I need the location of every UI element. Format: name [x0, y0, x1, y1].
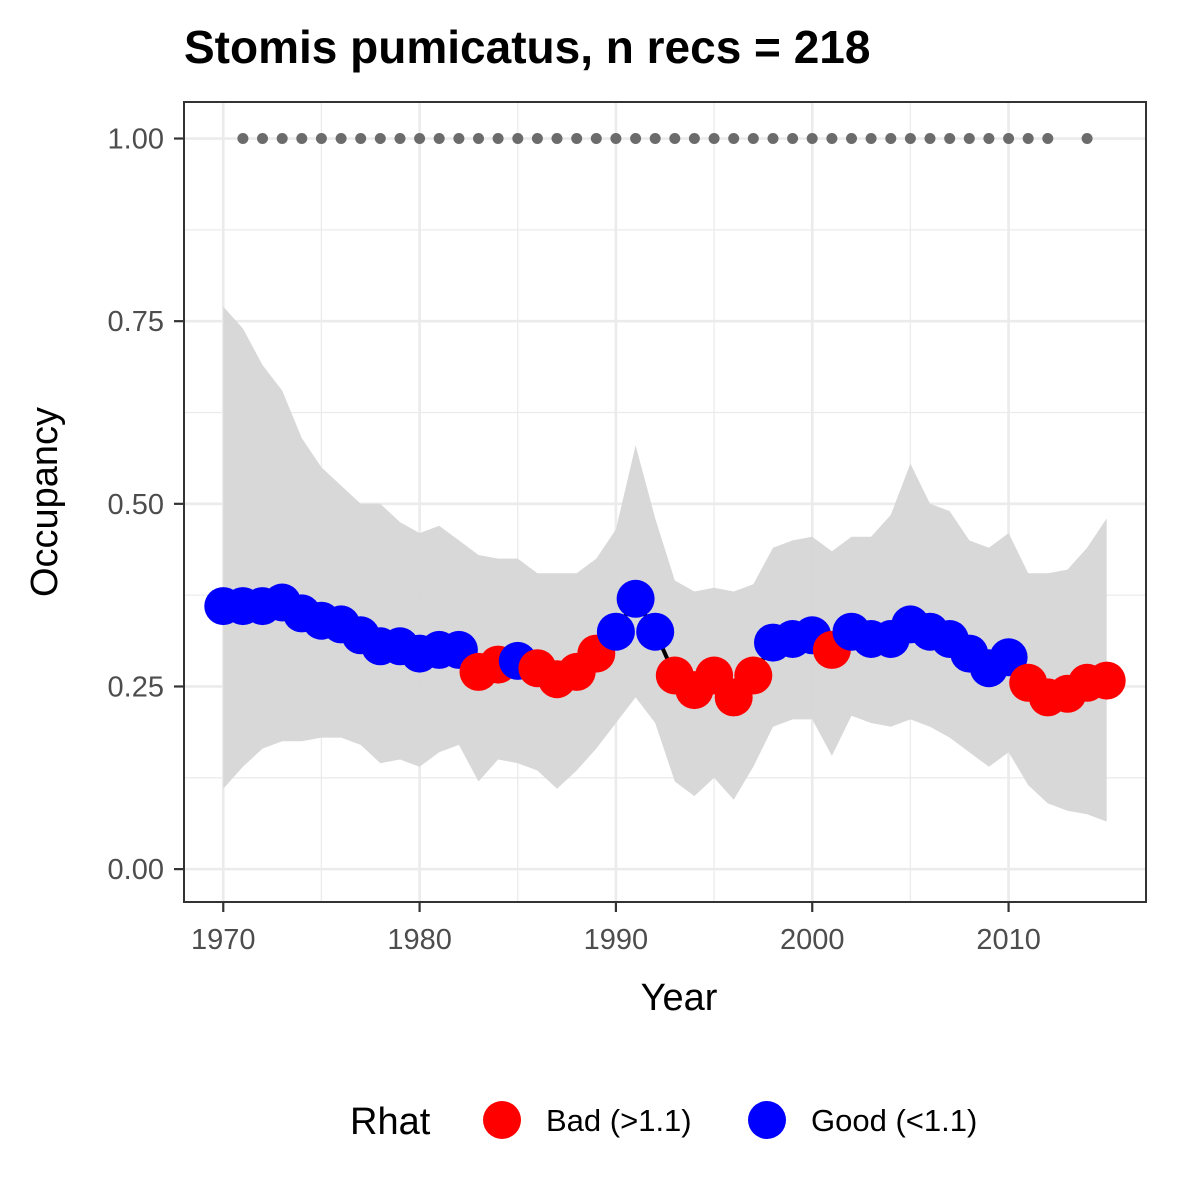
- record-dot: [728, 133, 740, 144]
- occupancy-point-bad: [734, 656, 773, 695]
- occupancy-point-good: [636, 612, 675, 651]
- confidence-ribbon: [223, 306, 1107, 822]
- record-dot: [276, 133, 288, 144]
- record-dot: [1022, 133, 1034, 144]
- y-tick-label: 0.75: [108, 306, 164, 338]
- record-dot: [747, 133, 759, 144]
- record-dot: [846, 133, 857, 144]
- record-dot: [649, 133, 661, 144]
- record-dot: [826, 133, 838, 144]
- record-dot: [531, 133, 543, 144]
- y-tick-label: 0.00: [108, 854, 164, 886]
- legend-key-good: [748, 1101, 786, 1139]
- x-axis: 1970 1980 1990 2000 2010: [191, 902, 1041, 956]
- record-dot: [787, 133, 799, 144]
- y-axis: 0.00 0.25 0.50 0.75 1.00: [108, 124, 184, 886]
- y-tick-label: 0.25: [108, 671, 164, 703]
- record-dot: [335, 133, 347, 144]
- record-dot: [453, 133, 465, 144]
- record-dot: [590, 133, 602, 144]
- x-tick-label: 2000: [780, 924, 845, 956]
- record-dot: [806, 133, 818, 144]
- legend-title: Rhat: [350, 1101, 431, 1143]
- record-dot: [1003, 133, 1015, 144]
- record-dot: [237, 133, 249, 144]
- record-dot: [257, 133, 268, 144]
- record-dot: [904, 133, 916, 144]
- record-dot: [315, 133, 327, 144]
- record-dot: [512, 133, 524, 144]
- record-dot: [963, 133, 975, 144]
- record-dot: [394, 133, 406, 144]
- y-tick-label: 1.00: [108, 124, 164, 156]
- legend-label-bad: Bad (>1.1): [546, 1103, 692, 1138]
- record-dot: [296, 133, 308, 144]
- record-dot: [571, 133, 583, 144]
- legend: Rhat Bad (>1.1) Good (<1.1): [350, 1101, 977, 1143]
- x-tick-label: 1990: [584, 924, 649, 956]
- plot-panel-border: [183, 101, 1147, 903]
- chart-title: Stomis pumicatus, n recs = 218: [184, 21, 870, 73]
- occupancy-point-good: [616, 579, 655, 618]
- record-dot: [944, 133, 956, 144]
- legend-label-good: Good (<1.1): [811, 1103, 977, 1138]
- record-dot: [865, 133, 877, 144]
- record-dot: [1081, 133, 1093, 144]
- record-dot: [414, 133, 426, 144]
- record-dot: [355, 133, 367, 144]
- x-tick-label: 1980: [387, 924, 452, 956]
- x-tick-label: 1970: [191, 924, 256, 956]
- record-dot: [630, 133, 642, 144]
- record-dot: [767, 133, 779, 144]
- occupancy-point-good: [596, 612, 635, 651]
- record-dot: [610, 133, 622, 144]
- record-dot: [492, 133, 504, 144]
- record-dot: [924, 133, 936, 144]
- y-tick-label: 0.50: [108, 489, 164, 521]
- ci-ribbon: [223, 306, 1107, 822]
- y-axis-title: Occupancy: [24, 407, 66, 597]
- x-axis-title: Year: [641, 977, 718, 1019]
- record-dot: [669, 133, 681, 144]
- record-dot: [1042, 133, 1054, 144]
- occupancy-point-bad: [1087, 661, 1126, 700]
- legend-key-bad: [483, 1101, 521, 1139]
- record-dot: [551, 133, 563, 144]
- record-dot: [885, 133, 897, 144]
- record-dot: [473, 133, 484, 144]
- record-dot: [708, 133, 720, 144]
- record-dot: [983, 133, 995, 144]
- occupancy-points: [204, 579, 1126, 717]
- record-dot: [374, 133, 386, 144]
- x-tick-label: 2010: [976, 924, 1041, 956]
- record-dot: [688, 133, 700, 144]
- record-dot: [433, 133, 445, 144]
- record-year-dots: [237, 133, 1093, 144]
